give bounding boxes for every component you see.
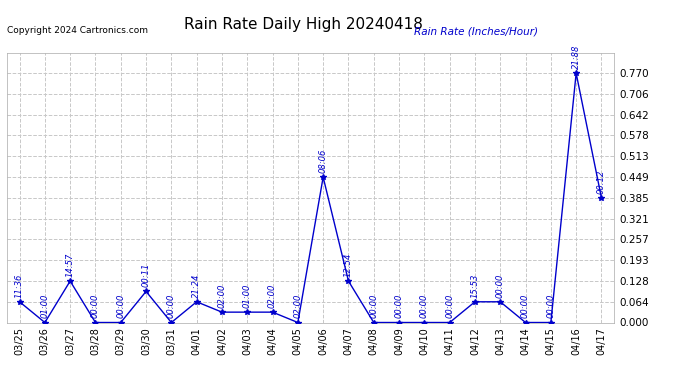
Text: Rain Rate Daily High 20240418: Rain Rate Daily High 20240418 bbox=[184, 17, 423, 32]
Text: 00:00: 00:00 bbox=[420, 294, 429, 318]
Text: 12:54: 12:54 bbox=[344, 252, 353, 277]
Text: 00:00: 00:00 bbox=[116, 294, 126, 318]
Text: 00:00: 00:00 bbox=[546, 294, 555, 318]
Text: 00:00: 00:00 bbox=[495, 273, 505, 298]
Text: Rain Rate (Inches/Hour): Rain Rate (Inches/Hour) bbox=[414, 26, 538, 36]
Text: 00:00: 00:00 bbox=[369, 294, 378, 318]
Text: 01:00: 01:00 bbox=[243, 284, 252, 308]
Text: 15:53: 15:53 bbox=[471, 273, 480, 298]
Text: 00:12: 00:12 bbox=[597, 170, 606, 194]
Text: 08:06: 08:06 bbox=[319, 148, 328, 173]
Text: 00:00: 00:00 bbox=[91, 294, 100, 318]
Text: 00:00: 00:00 bbox=[395, 294, 404, 318]
Text: 21:88: 21:88 bbox=[571, 45, 581, 69]
Text: 21:24: 21:24 bbox=[192, 273, 201, 298]
Text: 01:00: 01:00 bbox=[40, 294, 50, 318]
Text: 02:00: 02:00 bbox=[293, 294, 302, 318]
Text: Copyright 2024 Cartronics.com: Copyright 2024 Cartronics.com bbox=[7, 26, 148, 35]
Text: 14:57: 14:57 bbox=[66, 252, 75, 277]
Text: 02:00: 02:00 bbox=[217, 284, 226, 308]
Text: 00:00: 00:00 bbox=[521, 294, 530, 318]
Text: 11:36: 11:36 bbox=[15, 273, 24, 298]
Text: 00:00: 00:00 bbox=[167, 294, 176, 318]
Text: 02:00: 02:00 bbox=[268, 284, 277, 308]
Text: 00:00: 00:00 bbox=[445, 294, 454, 318]
Text: 00:11: 00:11 bbox=[141, 263, 150, 287]
